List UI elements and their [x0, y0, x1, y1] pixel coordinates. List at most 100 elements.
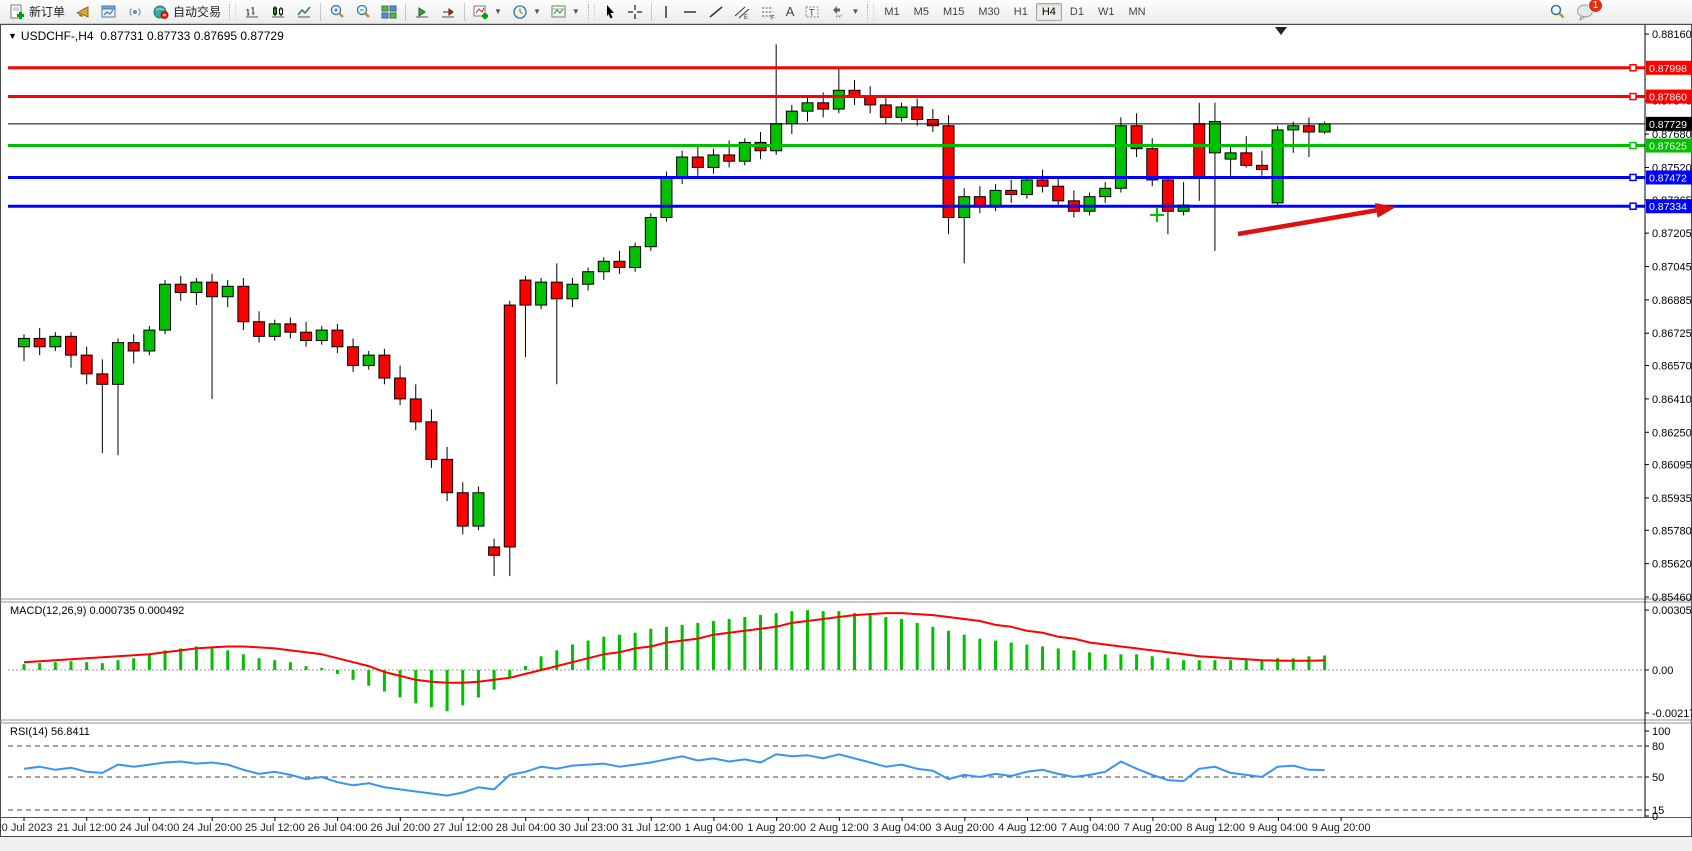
bar-chart-button[interactable]	[239, 1, 265, 23]
dropdown-arrow-icon: ▼	[851, 7, 860, 16]
crosshair-icon	[627, 4, 643, 20]
signal-button[interactable]	[122, 1, 148, 23]
price-tick: 0.86095	[1652, 460, 1692, 472]
toolbar-grip[interactable]	[587, 3, 595, 20]
new-order-label: 新订单	[29, 5, 66, 19]
collapse-triangle-icon[interactable]: ▼	[8, 31, 17, 41]
candlestick-button[interactable]	[265, 1, 291, 23]
svg-text:2 Aug 12:00: 2 Aug 12:00	[810, 822, 869, 834]
line-chart-icon	[296, 4, 312, 20]
indicators-button[interactable]: ▼	[468, 1, 507, 23]
timeframe-M30[interactable]: M30	[978, 5, 1000, 18]
price-tick: 0.88160	[1652, 29, 1692, 41]
main-toolbar: 新订单 自动交易	[0, 0, 1692, 24]
dropdown-arrow-icon: ▼	[532, 7, 541, 16]
notifications-chat-icon[interactable]: 1	[1576, 0, 1603, 21]
auto-trading-button[interactable]: 自动交易	[148, 1, 226, 23]
svg-text:9 Aug 20:00: 9 Aug 20:00	[1312, 822, 1371, 834]
svg-text:27 Jul 12:00: 27 Jul 12:00	[433, 822, 493, 834]
rsi-value: 56.8411	[50, 726, 90, 738]
text-tool[interactable]: A	[781, 1, 800, 23]
cursor-button[interactable]	[598, 1, 622, 23]
chart-shift-button[interactable]	[435, 1, 461, 23]
text-label-tool[interactable]: T	[799, 1, 825, 23]
price-tick: 0.86725	[1652, 328, 1692, 340]
svg-text:50: 50	[1652, 772, 1664, 784]
timeframe-W1[interactable]: W1	[1097, 5, 1115, 18]
fibonacci-tool[interactable]: F	[755, 1, 781, 23]
arrows-tool[interactable]: ▼	[825, 1, 864, 23]
text-tool-label: A	[785, 4, 795, 19]
price-tick: 0.87045	[1652, 261, 1692, 273]
indicators-icon	[473, 4, 489, 20]
macd-indicator-label: MACD(12,26,9) 0.000735 0.000492	[10, 605, 184, 617]
timeframe-M1[interactable]: M1	[884, 5, 900, 18]
svg-text:0.87998: 0.87998	[1649, 63, 1687, 75]
templates-button[interactable]: ▼	[546, 1, 585, 23]
fibonacci-icon: F	[760, 4, 776, 20]
svg-text:3 Aug 04:00: 3 Aug 04:00	[873, 822, 932, 834]
svg-text:100: 100	[1652, 726, 1670, 738]
svg-text:1 Aug 04:00: 1 Aug 04:00	[685, 822, 744, 834]
rsi-indicator-label: RSI(14) 56.8411	[10, 726, 90, 738]
svg-text:0.003059: 0.003059	[1652, 605, 1692, 617]
timeframe-bar: M1 M5 M15 M30 H1 H4 D1 W1 MN	[877, 2, 1152, 21]
svg-text:7 Aug 20:00: 7 Aug 20:00	[1124, 822, 1183, 834]
chart-symbol-period: USDCHF-,H4	[20, 29, 94, 43]
auto-scroll-button[interactable]	[409, 1, 435, 23]
candlestick-icon	[270, 4, 286, 20]
chart-shift-icon	[440, 4, 456, 20]
bar-chart-icon	[244, 4, 260, 20]
svg-text:80: 80	[1652, 741, 1664, 753]
svg-text:9 Aug 04:00: 9 Aug 04:00	[1249, 822, 1308, 834]
macd-name: MACD(12,26,9)	[10, 605, 87, 617]
horn-button[interactable]	[70, 1, 96, 23]
svg-text:26 Jul 04:00: 26 Jul 04:00	[308, 822, 368, 834]
trendline-tool[interactable]	[703, 1, 729, 23]
zoom-out-button[interactable]	[350, 1, 376, 23]
periods-button[interactable]: ▼	[507, 1, 546, 23]
auto-scroll-icon	[414, 4, 430, 20]
svg-text:7 Aug 04:00: 7 Aug 04:00	[1061, 822, 1120, 834]
timeframe-H1[interactable]: H1	[1013, 5, 1028, 18]
cursor-icon	[603, 4, 617, 20]
tile-windows-icon	[381, 4, 397, 20]
timeframe-MN[interactable]: MN	[1128, 5, 1146, 18]
svg-text:4 Aug 12:00: 4 Aug 12:00	[998, 822, 1057, 834]
timeframe-M15[interactable]: M15	[942, 5, 965, 18]
svg-text:8 Aug 12:00: 8 Aug 12:00	[1186, 822, 1245, 834]
line-chart-button[interactable]	[291, 1, 317, 23]
svg-text:0.87729: 0.87729	[1649, 119, 1687, 131]
price-tick: 0.86570	[1652, 361, 1692, 373]
chart-window[interactable]	[0, 24, 1692, 837]
crosshair-button[interactable]	[622, 1, 648, 23]
auto-trading-icon	[153, 4, 169, 20]
templates-icon	[551, 4, 567, 20]
timeframe-M5[interactable]: M5	[913, 5, 929, 18]
chart-ohlc-values: 0.87731 0.87733 0.87695 0.87729	[100, 29, 284, 43]
price-tick: 0.86410	[1652, 394, 1692, 406]
channel-tool[interactable]: E	[729, 1, 755, 23]
timeframe-D1[interactable]: D1	[1069, 5, 1084, 18]
zoom-in-button[interactable]	[324, 1, 350, 23]
svg-text:0.87860: 0.87860	[1649, 92, 1687, 104]
new-order-icon	[9, 4, 25, 20]
dropdown-arrow-icon: ▼	[494, 7, 502, 16]
price-tick: 0.85620	[1652, 559, 1692, 571]
chart-window-button[interactable]	[96, 1, 122, 23]
svg-text:3 Aug 20:00: 3 Aug 20:00	[935, 822, 994, 834]
toolbar-right-group: 1	[1548, 0, 1603, 24]
timeframe-H4[interactable]: H4	[1035, 2, 1062, 21]
svg-text:28 Jul 04:00: 28 Jul 04:00	[496, 822, 556, 834]
horizontal-line-tool[interactable]	[677, 1, 703, 23]
toolbar-grip[interactable]	[867, 3, 875, 20]
search-icon[interactable]	[1548, 3, 1566, 21]
toolbar-grip[interactable]	[229, 3, 237, 20]
svg-text:E: E	[744, 15, 748, 20]
new-order-button[interactable]: 新订单	[4, 1, 70, 23]
svg-text:0.87472: 0.87472	[1649, 172, 1687, 184]
vertical-line-tool[interactable]	[655, 1, 677, 23]
tile-windows-button[interactable]	[376, 1, 402, 23]
